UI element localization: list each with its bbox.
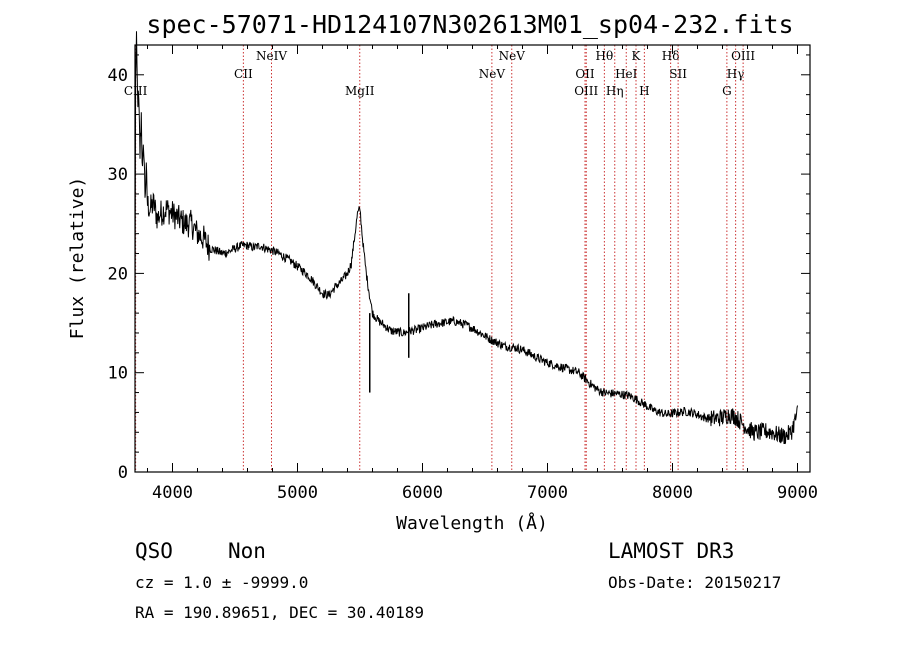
x-tick-label: 6000: [402, 483, 443, 503]
line-marker-label-11: K: [632, 49, 642, 63]
spectrum-layer: [134, 31, 798, 445]
line-marker-label-16: Hγ: [727, 67, 745, 81]
x-tick-label: 4000: [152, 483, 193, 503]
line-marker-label-12: H: [639, 84, 649, 98]
x-axis: 4000 5000 6000 7000 8000 9000: [147, 45, 818, 503]
line-marker-label-1: CII: [234, 67, 253, 81]
observation-date: Obs-Date: 20150217: [608, 573, 781, 592]
line-marker-label-10: HeI: [615, 67, 638, 81]
spectrum-series-line: [134, 31, 798, 445]
y-axis: 0 10 20 30 40: [108, 54, 810, 483]
line-marker-label-14: SII: [669, 67, 687, 81]
line-marker-label-13: Hδ: [662, 49, 680, 63]
x-tick-label: 7000: [527, 483, 568, 503]
line-marker-label-7: OIII: [574, 84, 598, 98]
plot-frame: [134, 44, 811, 473]
object-class: QSO: [135, 539, 173, 563]
x-tick-label: 9000: [777, 483, 818, 503]
line-marker-label-9: Hη: [606, 84, 624, 98]
x-axis-label: Wavelength (Å): [396, 512, 548, 534]
y-tick-label: 20: [108, 264, 128, 284]
line-marker-layer: CIIICIINeIVMgIINeVNeVOIIOIIIHθHηHeIKHHδS…: [124, 45, 755, 472]
object-subclass: Non: [228, 539, 266, 563]
y-tick-label: 10: [108, 364, 128, 384]
survey-name: LAMOST DR3: [608, 539, 734, 563]
line-marker-label-2: NeIV: [256, 49, 287, 63]
y-tick-label: 40: [108, 66, 128, 86]
y-tick-label: 0: [118, 463, 128, 483]
line-marker-label-6: OII: [575, 67, 595, 81]
y-tick-label: 30: [108, 165, 128, 185]
coordinates-readout: RA = 190.89651, DEC = 30.40189: [135, 603, 424, 622]
line-marker-label-17: OIII: [731, 49, 755, 63]
y-axis-label: Flux (relative): [67, 177, 88, 340]
chart-title: spec-57071-HD124107N302613M01_sp04-232.f…: [146, 10, 793, 39]
line-marker-label-5: NeV: [499, 49, 526, 63]
line-marker-label-3: MgII: [345, 84, 375, 98]
line-marker-label-4: NeV: [479, 67, 506, 81]
line-marker-label-8: Hθ: [596, 49, 614, 63]
line-marker-label-15: G: [722, 84, 732, 98]
x-tick-label: 8000: [652, 483, 693, 503]
redshift-readout: cz = 1.0 ± -9999.0: [135, 573, 308, 592]
x-tick-label: 5000: [277, 483, 318, 503]
